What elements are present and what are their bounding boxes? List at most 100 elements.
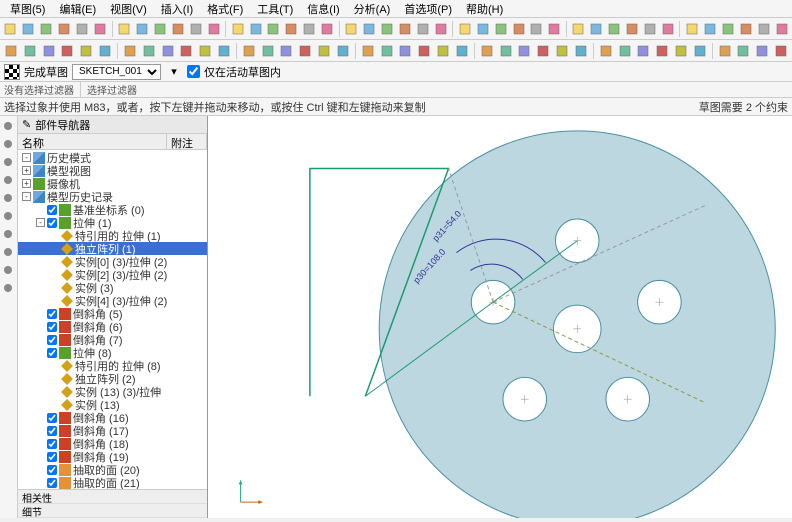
toolbar-button[interactable] [735,42,753,60]
toolbar-button[interactable] [415,42,433,60]
toolbar-button[interactable] [534,42,552,60]
feature-checkbox[interactable] [47,348,57,358]
feature-checkbox[interactable] [47,335,57,345]
toolbar-button[interactable] [492,20,509,38]
toolbar-button[interactable] [205,20,222,38]
toolbar-button[interactable] [77,42,95,60]
toolbar-button[interactable] [116,20,133,38]
toolbar-button[interactable] [755,20,772,38]
toolbar-button[interactable] [20,20,37,38]
menu-item[interactable]: 信息(I) [301,0,345,18]
toolbar-button[interactable] [2,42,20,60]
toolbar-button[interactable] [773,20,790,38]
toolbar-button[interactable] [397,20,414,38]
feature-checkbox[interactable] [47,218,57,228]
toolbar-button[interactable] [672,42,690,60]
toolbar-button[interactable] [772,42,790,60]
toolbar-button[interactable] [96,42,114,60]
feature-checkbox[interactable] [47,426,57,436]
toolbar-button[interactable] [528,20,545,38]
toolbar-button[interactable] [187,20,204,38]
toolbar-button[interactable] [334,42,352,60]
toolbar-button[interactable] [215,42,233,60]
feature-checkbox[interactable] [47,413,57,423]
toolbar-button[interactable] [624,20,641,38]
menu-item[interactable]: 帮助(H) [460,0,509,18]
feature-tree[interactable]: -历史模式+模型视图+摄像机-模型历史记录基准坐标系 (0)-拉伸 (1)特引用… [18,150,207,489]
toolbar-button[interactable] [432,20,449,38]
footer-details[interactable]: 细节 [18,504,207,518]
toolbar-button[interactable] [92,20,109,38]
toolbar-button[interactable] [21,42,39,60]
feature-checkbox[interactable] [47,322,57,332]
toolbar-button[interactable] [343,20,360,38]
toolbar-button[interactable] [121,42,139,60]
toolbar-button[interactable] [737,20,754,38]
toolbar-button[interactable] [229,20,246,38]
tree-item[interactable]: 倒斜角 (7) [18,333,207,346]
toolbar-button[interactable] [319,20,336,38]
toolbar-button[interactable] [378,42,396,60]
expand-icon[interactable]: + [22,179,31,188]
toolbar-button[interactable] [151,20,168,38]
toolbar-button[interactable] [634,42,652,60]
toolbar-button[interactable] [497,42,515,60]
menu-item[interactable]: 视图(V) [104,0,153,18]
feature-checkbox[interactable] [47,439,57,449]
toolbar-button[interactable] [38,20,55,38]
toolbar-button[interactable] [74,20,91,38]
toolbar-button[interactable] [2,20,19,38]
toolbar-button[interactable] [379,20,396,38]
toolbar-button[interactable] [361,20,378,38]
tree-item[interactable]: 基准坐标系 (0) [18,203,207,216]
menu-item[interactable]: 草图(5) [4,0,51,18]
active-sketch-checkbox[interactable] [187,65,200,78]
menu-item[interactable]: 格式(F) [201,0,249,18]
toolbar-button[interactable] [597,42,615,60]
toolbar-icon[interactable]: ▾ [165,63,183,81]
toolbar-button[interactable] [159,42,177,60]
col-name[interactable]: 名称 [18,134,167,149]
toolbar-button[interactable] [572,42,590,60]
toolbar-button[interactable] [701,20,718,38]
toolbar-button[interactable] [58,42,76,60]
toolbar-button[interactable] [691,42,709,60]
left-tool-button[interactable] [0,172,16,188]
sketch-name-combo[interactable]: SKETCH_001 [72,64,161,80]
left-tool-button[interactable] [0,208,16,224]
left-tool-button[interactable] [0,244,16,260]
toolbar-button[interactable] [140,42,158,60]
expand-icon[interactable]: - [22,153,31,162]
toolbar-button[interactable] [169,20,186,38]
toolbar-button[interactable] [265,20,282,38]
feature-checkbox[interactable] [47,309,57,319]
toolbar-button[interactable] [553,42,571,60]
toolbar-button[interactable] [719,20,736,38]
finish-flag-icon[interactable] [4,64,20,80]
menu-item[interactable]: 工具(T) [251,0,299,18]
left-tool-button[interactable] [0,136,16,152]
left-tool-button[interactable] [0,262,16,278]
toolbar-button[interactable] [434,42,452,60]
toolbar-button[interactable] [453,42,471,60]
toolbar-button[interactable] [301,20,318,38]
toolbar-button[interactable] [240,42,258,60]
toolbar-button[interactable] [606,20,623,38]
feature-checkbox[interactable] [47,465,57,475]
toolbar-button[interactable] [570,20,587,38]
toolbar-button[interactable] [474,20,491,38]
left-tool-button[interactable] [0,280,16,296]
left-tool-button[interactable] [0,190,16,206]
expand-icon[interactable]: - [36,218,45,227]
toolbar-button[interactable] [397,42,415,60]
toolbar-button[interactable] [660,20,677,38]
feature-checkbox[interactable] [47,452,57,462]
toolbar-button[interactable] [296,42,314,60]
toolbar-button[interactable] [716,42,734,60]
toolbar-button[interactable] [278,42,296,60]
toolbar-button[interactable] [247,20,264,38]
toolbar-button[interactable] [642,20,659,38]
toolbar-button[interactable] [616,42,634,60]
expand-icon[interactable]: + [22,166,31,175]
toolbar-button[interactable] [56,20,73,38]
